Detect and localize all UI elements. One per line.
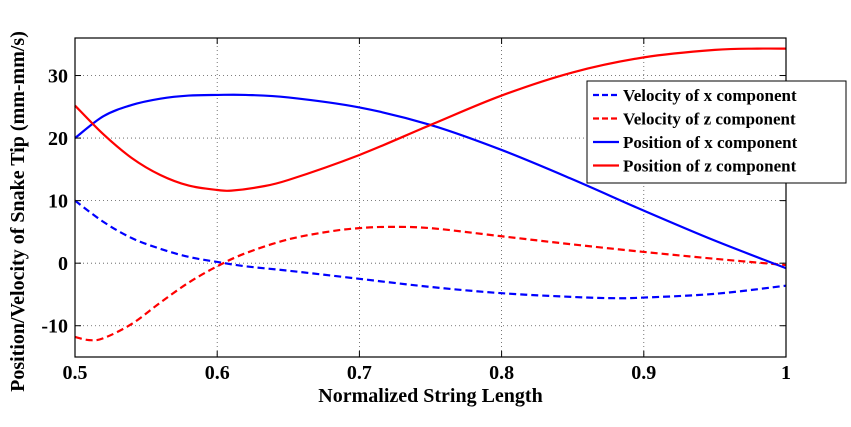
x-tick-label: 0.6 <box>205 362 230 384</box>
y-tick-label: 20 <box>48 128 68 150</box>
series-group <box>74 47 787 342</box>
legend-label: Position of z component <box>623 157 797 176</box>
legend-box <box>586 80 847 184</box>
legend-label: Velocity of x component <box>623 86 797 105</box>
y-tick-label: -10 <box>41 316 68 338</box>
x-tick-label: 1 <box>781 362 791 384</box>
y-tick-label: 30 <box>48 66 68 88</box>
plot-frame <box>74 37 787 358</box>
x-axis-label: Normalized String Length <box>318 385 542 407</box>
x-tick-label: 0.5 <box>63 362 88 384</box>
x-tick-label: 0.7 <box>347 362 372 384</box>
y-tick-label: 10 <box>48 191 68 213</box>
y-tick-label: 0 <box>58 253 68 275</box>
axis-ticks: 0.5 0.6 0.7 0.8 0.9 1 -10 0 10 20 30 <box>41 38 791 384</box>
series-line-velocity-of-z-component <box>74 225 787 342</box>
x-tick-label: 0.9 <box>631 362 656 384</box>
series-line-velocity-of-x-component <box>74 199 787 300</box>
series-line-position-of-z-component <box>74 47 787 192</box>
series-line-position-of-x-component <box>74 93 787 270</box>
legend-label: Velocity of z component <box>623 110 796 129</box>
y-axis-label: Position/Velocity of Snake Tip (mm-mm/s) <box>7 31 29 392</box>
legend-label: Position of x component <box>623 133 798 152</box>
legend: Velocity of x component Velocity of z com… <box>586 80 847 184</box>
x-tick-label: 0.8 <box>489 362 514 384</box>
